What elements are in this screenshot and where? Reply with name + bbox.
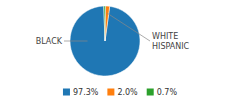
legend-swatch: [147, 89, 154, 96]
annotation-line: [64, 41, 88, 42]
legend-swatch: [107, 89, 114, 96]
annotation: BLACK: [36, 37, 63, 46]
annotation-line-text: HISPANIC: [152, 42, 190, 51]
legend-item: 97.3%: [63, 88, 99, 97]
annotation: WHITEHISPANIC: [152, 32, 190, 51]
annotation-line-text: WHITE: [152, 32, 178, 41]
legend-item: 2.0%: [107, 88, 138, 97]
pie-slice: [104, 6, 106, 41]
legend-label: 97.3%: [73, 88, 99, 97]
legend-label: 2.0%: [117, 88, 138, 97]
legend-label: 0.7%: [157, 88, 178, 97]
pie-slice: [105, 6, 110, 41]
legend-item: 0.7%: [147, 88, 178, 97]
legend: 97.3% 2.0% 0.7%: [63, 88, 177, 97]
annotation-line: [107, 13, 150, 41]
chart: BLACK WHITEHISPANIC 97.3% 2.0% 0.7%: [0, 0, 240, 100]
legend-swatch: [63, 89, 70, 96]
